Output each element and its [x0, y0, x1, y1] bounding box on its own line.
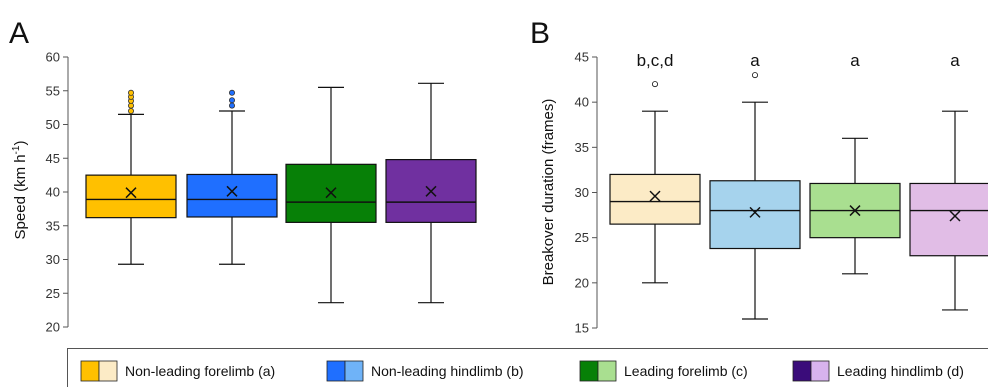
y-tick-label: 35	[46, 218, 60, 233]
y-tick-label: 30	[575, 185, 589, 200]
legend: Non-leading forelimb (a) Non-leading hind…	[67, 348, 988, 387]
y-tick-label: 25	[575, 230, 589, 245]
box	[909, 182, 988, 257]
outlier-point	[228, 97, 235, 104]
y-axis-label-main: Speed (km h	[12, 154, 29, 239]
box-plot	[285, 86, 377, 304]
significance-label: a	[850, 51, 860, 70]
legend-swatch-dark	[326, 360, 346, 382]
legend-frame	[67, 348, 988, 387]
y-axis-label-main: Breakover duration (frames)	[540, 99, 557, 286]
outlier-point	[652, 81, 659, 88]
mean-marker	[849, 205, 861, 217]
y-tick-label: 55	[46, 83, 60, 98]
legend-swatch-light	[98, 360, 118, 382]
y-tick-label: 40	[575, 95, 589, 110]
outlier-point	[228, 89, 235, 96]
mean-marker	[425, 185, 437, 197]
y-axis-label: Breakover duration (frames)	[540, 99, 557, 286]
y-axis-label-superscript: -1	[11, 145, 22, 154]
legend-swatch-light	[344, 360, 364, 382]
y-axis-label: Speed (km h-1)	[11, 141, 29, 240]
box-plot	[909, 110, 988, 311]
mean-marker	[125, 187, 137, 199]
box	[85, 174, 177, 219]
mean-marker	[649, 190, 661, 202]
y-axis-label-close: )	[12, 141, 29, 146]
y-tick-label: 35	[575, 140, 589, 155]
legend-swatch-dark	[80, 360, 100, 382]
legend-swatch-dark	[792, 360, 812, 382]
y-tick-label: 30	[46, 252, 60, 267]
y-tick-label: 45	[46, 151, 60, 166]
y-tick-label: 60	[46, 50, 60, 65]
legend-swatch-dark	[579, 360, 599, 382]
mean-marker	[749, 206, 761, 218]
box	[709, 180, 801, 250]
legend-label: Leading hindlimb (d)	[837, 363, 964, 379]
legend-swatch-light	[597, 360, 617, 382]
outlier-point	[228, 102, 235, 109]
mean-marker	[325, 187, 337, 199]
box-plot	[186, 89, 278, 265]
significance-label: b,c,d	[637, 51, 674, 70]
legend-label: Leading forelimb (c)	[624, 363, 748, 379]
box-plot	[709, 72, 801, 320]
box-plot	[609, 81, 701, 284]
outlier-point	[127, 89, 134, 96]
legend-label: Non-leading hindlimb (b)	[371, 363, 524, 379]
y-tick-label: 45	[575, 50, 589, 65]
box	[609, 173, 701, 225]
significance-label: a	[950, 51, 960, 70]
box-plot	[85, 89, 177, 265]
y-tick-label: 50	[46, 117, 60, 132]
outlier-point	[127, 108, 134, 115]
box-plot	[809, 137, 901, 275]
y-tick-label: 15	[575, 321, 589, 336]
y-tick-label: 20	[575, 275, 589, 290]
y-tick-label: 25	[46, 286, 60, 301]
y-tick-label: 40	[46, 185, 60, 200]
panel-letter: A	[9, 17, 29, 50]
legend-label: Non-leading forelimb (a)	[125, 363, 275, 379]
legend-swatch-light	[810, 360, 830, 382]
box	[186, 173, 278, 218]
box-plot	[385, 82, 477, 304]
outlier-point	[752, 72, 759, 79]
mean-marker	[226, 185, 238, 197]
panel-letter: B	[530, 17, 550, 50]
panel-b: B 15 20 25 30 35 40 45 Breakover duration (frame…	[530, 17, 988, 336]
y-tick-label: 20	[46, 320, 60, 335]
panel-a: A 20 25 30 35 40 45 50 55 60 Speed (km h-1)	[9, 17, 477, 335]
significance-label: a	[750, 51, 760, 70]
mean-marker	[949, 210, 961, 222]
